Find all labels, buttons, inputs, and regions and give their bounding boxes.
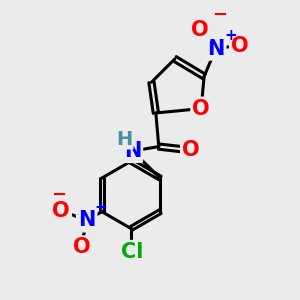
Text: N: N	[78, 211, 95, 230]
Text: +: +	[94, 200, 107, 215]
Text: Cl: Cl	[121, 242, 144, 262]
Text: O: O	[192, 99, 210, 118]
Text: N: N	[207, 39, 224, 58]
Text: −: −	[51, 186, 66, 204]
Text: −: −	[212, 6, 227, 24]
Text: H: H	[116, 130, 133, 148]
Text: O: O	[191, 20, 208, 40]
Text: O: O	[231, 36, 249, 56]
Text: +: +	[224, 28, 237, 44]
Text: N: N	[124, 141, 141, 161]
Text: O: O	[74, 237, 91, 257]
Text: O: O	[52, 201, 70, 221]
Text: O: O	[182, 140, 200, 160]
